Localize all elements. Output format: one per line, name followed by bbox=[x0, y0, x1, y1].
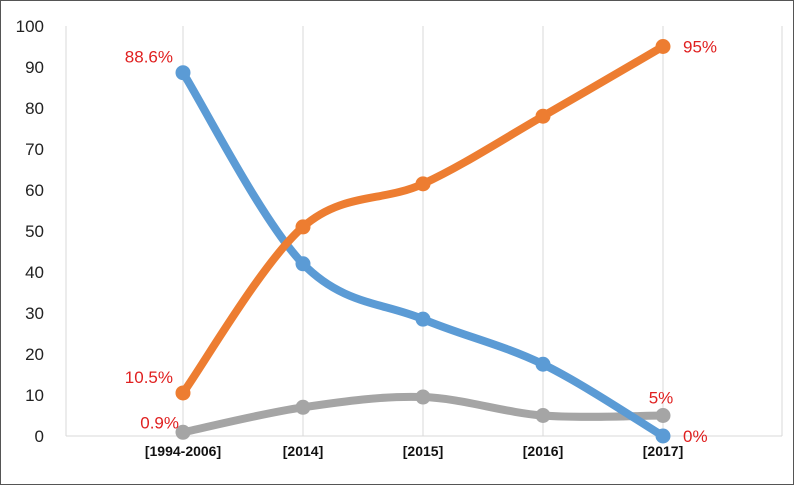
data-point bbox=[535, 356, 551, 372]
x-tick-label: [2015] bbox=[403, 443, 443, 459]
y-tick-label: 50 bbox=[25, 222, 44, 241]
data-point bbox=[175, 65, 191, 81]
y-tick-label: 30 bbox=[25, 304, 44, 323]
series-line-0 bbox=[179, 68, 667, 440]
data-point bbox=[295, 256, 311, 272]
data-point bbox=[295, 219, 311, 235]
data-point bbox=[655, 39, 671, 54]
data-point bbox=[415, 389, 431, 405]
y-tick-label: 100 bbox=[16, 17, 44, 36]
x-tick-label: [2014] bbox=[283, 443, 323, 459]
data-point bbox=[415, 176, 431, 192]
y-tick-label: 10 bbox=[25, 386, 44, 405]
data-point bbox=[535, 108, 551, 124]
x-tick-label: [1994-2006] bbox=[145, 443, 221, 459]
y-tick-label: 20 bbox=[25, 345, 44, 364]
y-tick-label: 40 bbox=[25, 263, 44, 282]
x-axis-ticks: [1994-2006] [2014] [2015] [2016] [2017] bbox=[145, 443, 683, 459]
data-label: 88.6% bbox=[125, 48, 173, 67]
data-point bbox=[175, 385, 191, 401]
y-tick-label: 60 bbox=[25, 181, 44, 200]
data-point bbox=[295, 399, 311, 415]
data-point bbox=[655, 428, 671, 444]
data-points bbox=[175, 39, 671, 444]
y-tick-label: 0 bbox=[35, 427, 44, 446]
x-tick-label: [2016] bbox=[523, 443, 563, 459]
data-label: 10.5% bbox=[125, 368, 173, 387]
data-point bbox=[655, 408, 671, 423]
data-point bbox=[175, 424, 191, 440]
x-tick-label: [2017] bbox=[643, 443, 683, 459]
data-label: 0% bbox=[683, 427, 708, 446]
data-point bbox=[415, 311, 431, 327]
data-point bbox=[535, 408, 551, 423]
y-tick-label: 90 bbox=[25, 58, 44, 77]
data-label: 0.9% bbox=[140, 413, 179, 432]
gridlines bbox=[65, 26, 783, 437]
y-tick-label: 70 bbox=[25, 140, 44, 159]
data-labels: 88.6% 0% 10.5% 95% 0.9% 5% bbox=[125, 38, 717, 447]
data-label: 95% bbox=[683, 38, 717, 57]
data-label: 5% bbox=[649, 389, 674, 408]
y-tick-label: 80 bbox=[25, 99, 44, 118]
y-axis-ticks: 0 10 20 30 40 50 60 70 80 90 100 bbox=[16, 17, 44, 446]
